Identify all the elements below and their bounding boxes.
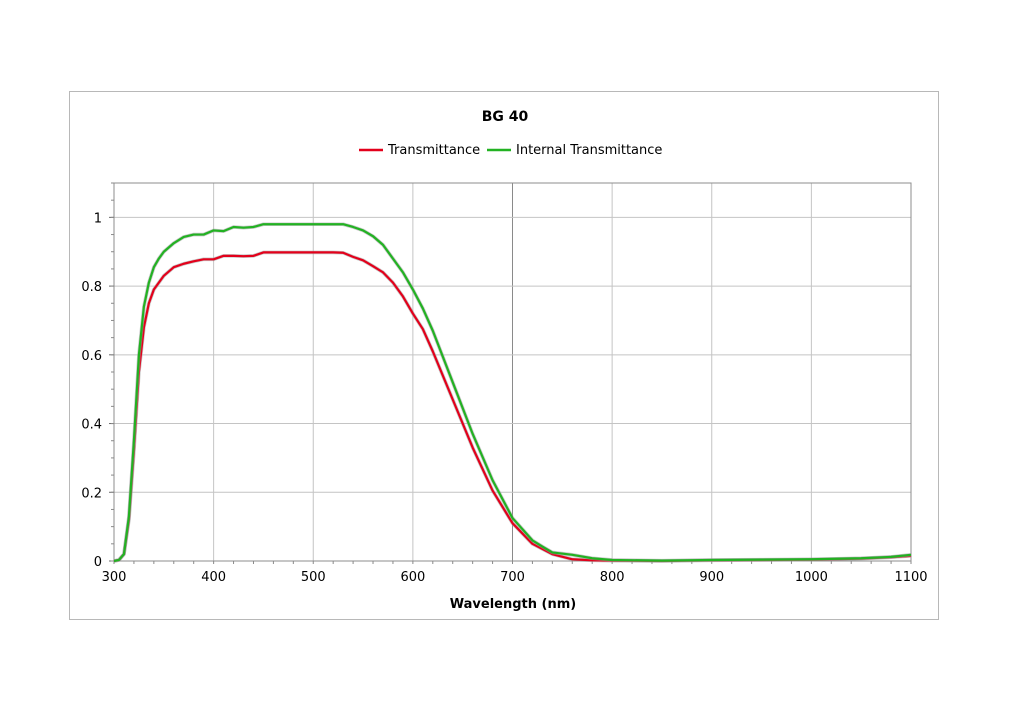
series-line-internal-transmittance <box>113 223 912 563</box>
x-tick-label: 1000 <box>795 570 828 585</box>
axes: 300 400 500 600 700 800 900 1000 1100 0 0.2 0.4 0.6 0… <box>81 182 928 585</box>
series-layer <box>113 222 912 563</box>
x-tick-label: 500 <box>301 570 326 585</box>
chart-svg: BG 40 Transmittance Internal Transmittanc… <box>81 109 928 612</box>
legend-label: Transmittance <box>387 143 480 158</box>
grid <box>114 183 911 561</box>
x-tick-label: 900 <box>699 570 724 585</box>
legend-label: Internal Transmittance <box>516 143 662 158</box>
x-tick-label: 400 <box>201 570 226 585</box>
y-tick-label: 0 <box>94 555 102 570</box>
chart-title: BG 40 <box>482 109 529 125</box>
legend: Transmittance Internal Transmittance <box>359 143 662 158</box>
y-tick-label: 0.2 <box>81 486 102 501</box>
y-tick-label: 0.4 <box>81 418 102 433</box>
x-tick-label: 300 <box>102 570 127 585</box>
x-tick-label: 700 <box>500 570 525 585</box>
series-line-transmittance <box>113 251 912 563</box>
x-axis-title: Wavelength (nm) <box>450 597 576 612</box>
y-tick-label: 1 <box>94 211 102 226</box>
chart-frame: BG 40 Transmittance Internal Transmittanc… <box>69 91 939 620</box>
y-tick-label: 0.6 <box>81 349 102 364</box>
x-tick-label: 1100 <box>894 570 927 585</box>
y-tick-label: 0.8 <box>81 280 102 295</box>
x-tick-label: 800 <box>600 570 625 585</box>
x-tick-label: 600 <box>400 570 425 585</box>
